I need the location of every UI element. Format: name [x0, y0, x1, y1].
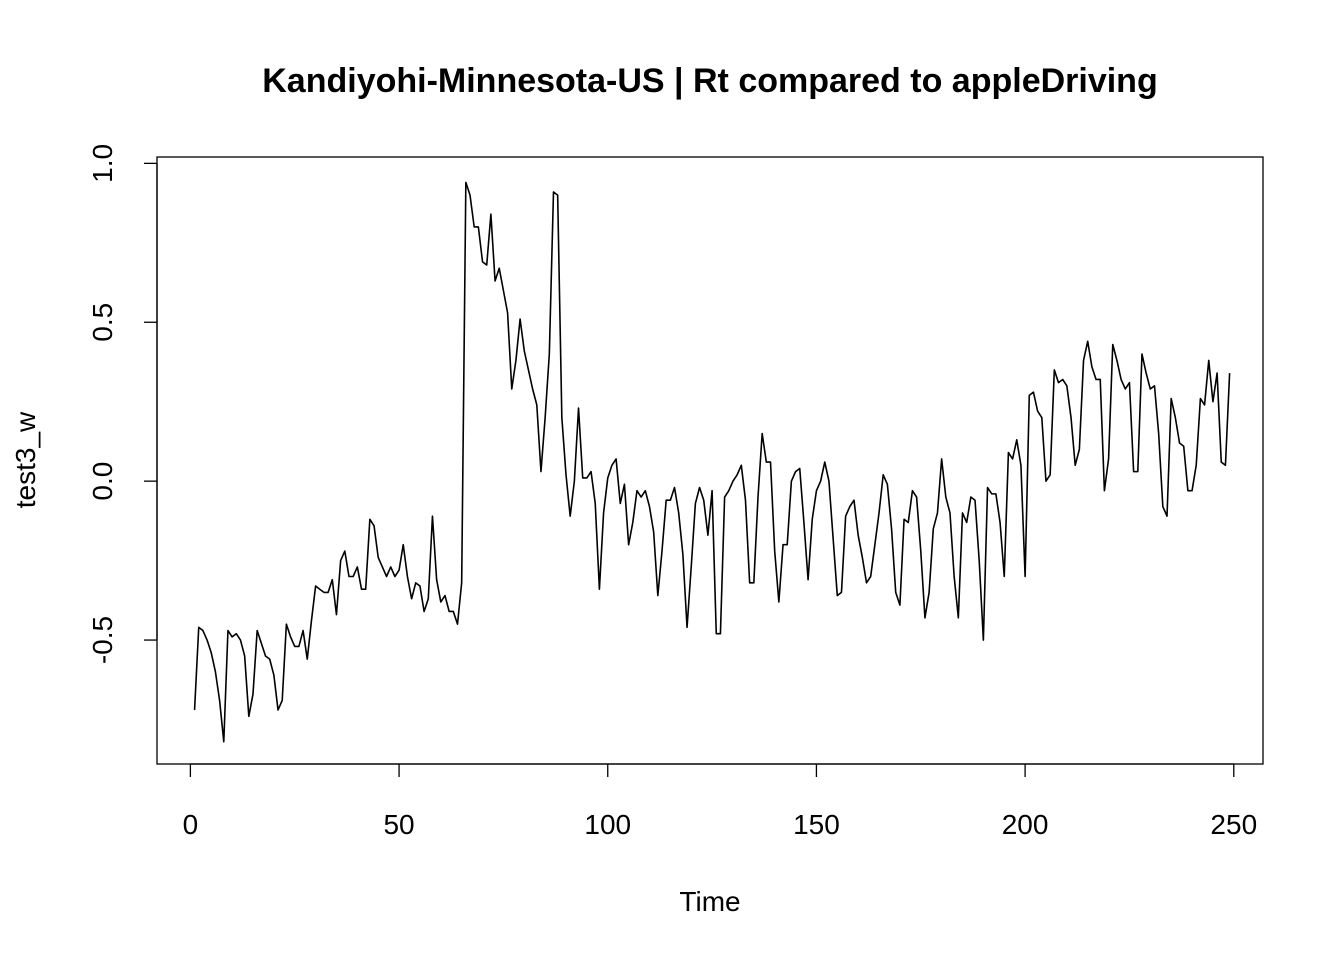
y-axis-label: test3_w: [10, 411, 41, 508]
chart-title: Kandiyohi-Minnesota-US | Rt compared to …: [262, 62, 1157, 100]
plot-frame: [156, 156, 1264, 765]
x-tick-label: 250: [1210, 809, 1257, 840]
x-axis-label: Time: [679, 886, 740, 917]
y-tick-label: 0.5: [87, 303, 118, 342]
y-tick-label: 1.0: [87, 144, 118, 183]
x-tick-label: 200: [1002, 809, 1049, 840]
x-tick-label: 0: [183, 809, 199, 840]
x-axis: 0 50 100 150 200 250: [183, 763, 1257, 840]
y-tick-label: 0.0: [87, 462, 118, 501]
y-tick-label: -0.5: [87, 616, 118, 664]
x-tick-label: 50: [383, 809, 414, 840]
series-line: [193, 181, 1231, 743]
x-tick-label: 100: [584, 809, 631, 840]
x-tick-label: 150: [793, 809, 840, 840]
y-axis: -0.5 0.0 0.5 1.0: [87, 144, 158, 664]
